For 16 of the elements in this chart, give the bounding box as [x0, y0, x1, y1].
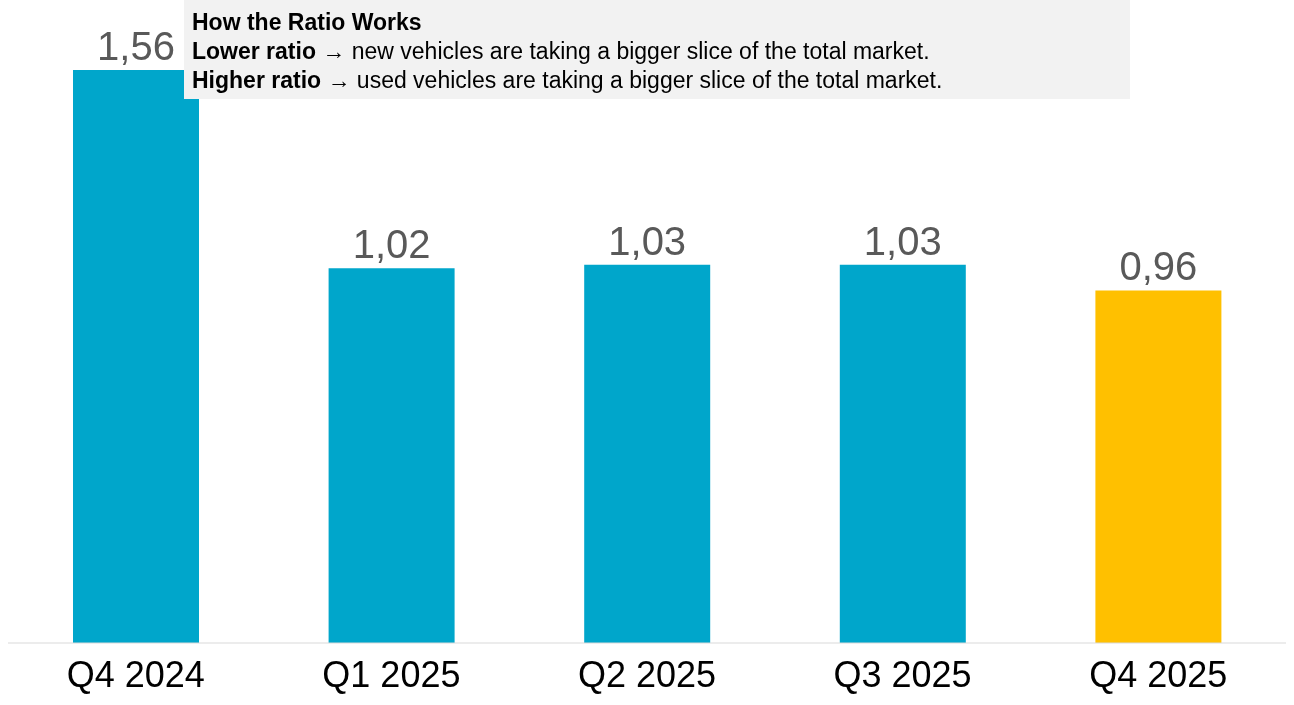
x-tick-label: Q3 2025 [833, 653, 972, 695]
x-tick-label: Q1 2025 [322, 653, 461, 695]
bar [839, 264, 966, 643]
data-label: 0,96 [1119, 244, 1198, 289]
data-label: 1,03 [608, 218, 687, 263]
bar [328, 268, 455, 643]
x-tick-label: Q2 2025 [577, 653, 717, 695]
data-label: 1,02 [352, 222, 431, 267]
data-label: 1,56 [97, 24, 175, 68]
x-tick-label: Q4 2024 [66, 653, 205, 695]
annotation: Higher ratio → used vehicles are taking a bigger slice of the total market. [192, 66, 944, 95]
data-label: 1,03 [863, 218, 942, 263]
bar [1095, 290, 1222, 643]
note-panel: How the Ratio Works Lower ratio → new vehicles are taking a bigger slice of the total market. Higher ratio → used vehicles are taking a bigger slice of the total market. [184, 0, 1130, 99]
x-tick-label: Q4 2025 [1089, 653, 1228, 695]
bar [584, 264, 711, 643]
